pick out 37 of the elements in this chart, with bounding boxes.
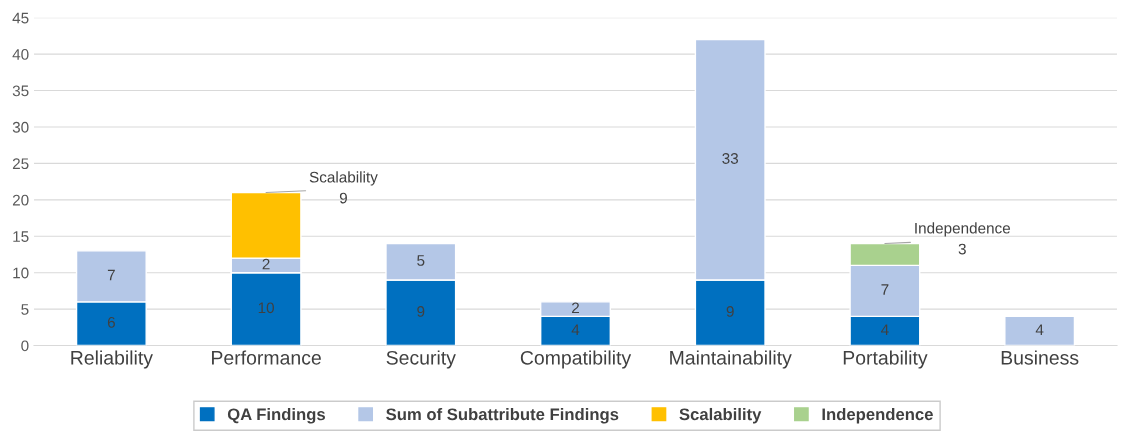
annotation: Independence 3: [915, 222, 1011, 255]
data-label: 7: [107, 269, 115, 281]
x-tick-label: Security: [386, 350, 456, 369]
data-label: 33: [722, 153, 739, 164]
bar: [1004, 315, 1076, 346]
data-label: 10: [258, 302, 274, 314]
data-label: 9: [726, 306, 734, 317]
data-label: 4: [881, 324, 889, 335]
y-tick-label: 0: [21, 340, 29, 352]
y-tick-label: 30: [12, 121, 29, 133]
x-tick-label: Portability: [843, 350, 928, 369]
data-label: 2: [262, 258, 270, 270]
x-tick-label: Reliability: [71, 350, 153, 369]
data-label: 7: [881, 284, 889, 295]
y-tick-label: 35: [12, 85, 29, 97]
data-label: 9: [417, 306, 425, 317]
legend-label: Scalability: [679, 407, 762, 424]
y-tick-label: 10: [13, 267, 29, 279]
y-tick-label: 5: [21, 304, 29, 315]
legend-label: Independence: [822, 407, 933, 424]
y-tick-label: 20: [12, 194, 29, 206]
legend-label: Sum of Subattribute Findings: [386, 407, 619, 424]
x-tick-label: Performance: [212, 350, 321, 365]
data-label: 5: [417, 255, 425, 266]
legend-label: QA Findings: [227, 407, 325, 424]
y-tick-label: 40: [12, 49, 29, 60]
x-tick-label: Maintainability: [670, 350, 792, 369]
y-tick-label: 45: [12, 12, 29, 24]
y-tick-label: 25: [12, 158, 29, 170]
data-label: 6: [107, 316, 115, 328]
y-tick-label: 15: [13, 231, 29, 242]
annotation: Scalability 9: [309, 171, 378, 204]
x-tick-label: Business: [1001, 350, 1079, 365]
x-tick-label: Compatibility: [520, 350, 632, 369]
data-label: 2: [572, 302, 579, 314]
data-label: 4: [571, 324, 580, 335]
data-label: 4: [1035, 324, 1044, 335]
